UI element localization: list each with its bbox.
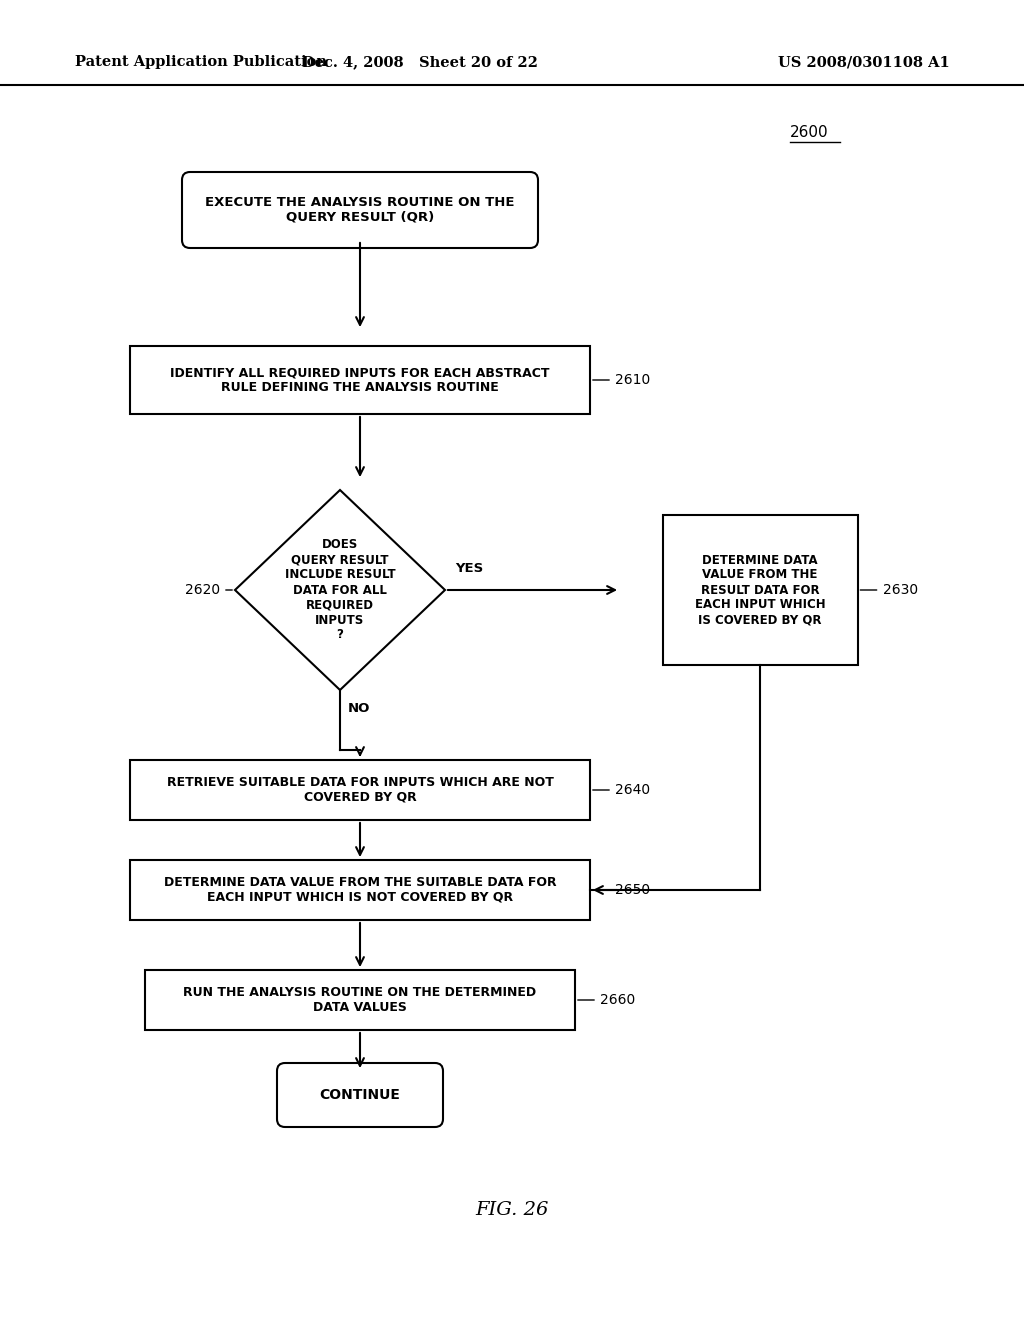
Text: 2630: 2630 bbox=[883, 583, 918, 597]
Text: Dec. 4, 2008   Sheet 20 of 22: Dec. 4, 2008 Sheet 20 of 22 bbox=[302, 55, 538, 69]
Text: NO: NO bbox=[348, 702, 371, 715]
Text: FIG. 26: FIG. 26 bbox=[475, 1201, 549, 1218]
Text: 2660: 2660 bbox=[600, 993, 635, 1007]
FancyBboxPatch shape bbox=[182, 172, 538, 248]
Bar bbox=[145, 970, 575, 1030]
Bar bbox=[130, 861, 590, 920]
Text: 2620: 2620 bbox=[185, 583, 220, 597]
Text: 2640: 2640 bbox=[615, 783, 650, 797]
Text: DETERMINE DATA VALUE FROM THE SUITABLE DATA FOR
EACH INPUT WHICH IS NOT COVERED : DETERMINE DATA VALUE FROM THE SUITABLE D… bbox=[164, 876, 556, 904]
Text: 2650: 2650 bbox=[615, 883, 650, 898]
Text: EXECUTE THE ANALYSIS ROUTINE ON THE
QUERY RESULT (QR): EXECUTE THE ANALYSIS ROUTINE ON THE QUER… bbox=[205, 195, 515, 224]
Text: 2600: 2600 bbox=[790, 125, 828, 140]
Text: CONTINUE: CONTINUE bbox=[319, 1088, 400, 1102]
Text: US 2008/0301108 A1: US 2008/0301108 A1 bbox=[778, 55, 950, 69]
Text: 2610: 2610 bbox=[615, 374, 650, 387]
Text: RETRIEVE SUITABLE DATA FOR INPUTS WHICH ARE NOT
COVERED BY QR: RETRIEVE SUITABLE DATA FOR INPUTS WHICH … bbox=[167, 776, 553, 804]
Text: YES: YES bbox=[455, 562, 483, 576]
Bar bbox=[130, 346, 590, 414]
Text: DOES
QUERY RESULT
INCLUDE RESULT
DATA FOR ALL
REQUIRED
INPUTS
?: DOES QUERY RESULT INCLUDE RESULT DATA FO… bbox=[285, 539, 395, 642]
Text: DETERMINE DATA
VALUE FROM THE
RESULT DATA FOR
EACH INPUT WHICH
IS COVERED BY QR: DETERMINE DATA VALUE FROM THE RESULT DAT… bbox=[694, 553, 825, 627]
Text: Patent Application Publication: Patent Application Publication bbox=[75, 55, 327, 69]
Text: IDENTIFY ALL REQUIRED INPUTS FOR EACH ABSTRACT
RULE DEFINING THE ANALYSIS ROUTIN: IDENTIFY ALL REQUIRED INPUTS FOR EACH AB… bbox=[170, 366, 550, 393]
Bar bbox=[130, 760, 590, 820]
FancyBboxPatch shape bbox=[278, 1063, 443, 1127]
Text: RUN THE ANALYSIS ROUTINE ON THE DETERMINED
DATA VALUES: RUN THE ANALYSIS ROUTINE ON THE DETERMIN… bbox=[183, 986, 537, 1014]
Polygon shape bbox=[234, 490, 445, 690]
Bar bbox=[663, 515, 857, 665]
